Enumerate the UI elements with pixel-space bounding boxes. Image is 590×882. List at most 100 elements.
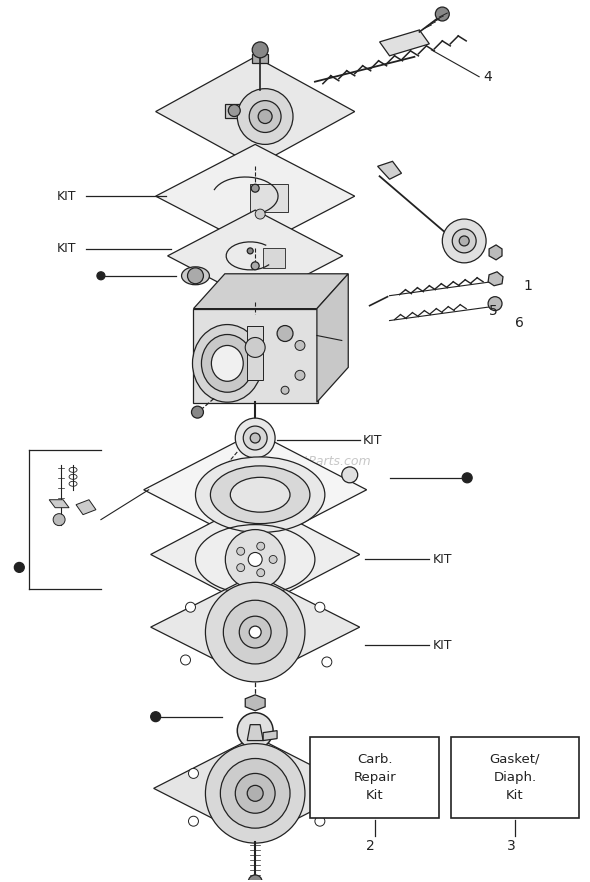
Text: KIT: KIT: [432, 639, 452, 652]
Polygon shape: [245, 695, 265, 711]
Polygon shape: [263, 730, 277, 741]
Circle shape: [237, 89, 293, 145]
Circle shape: [225, 529, 285, 589]
Polygon shape: [153, 736, 357, 841]
Ellipse shape: [192, 325, 262, 402]
Circle shape: [235, 774, 275, 813]
Circle shape: [150, 712, 160, 721]
Text: 1: 1: [524, 279, 533, 293]
Text: Gasket/
Diaph.
Kit: Gasket/ Diaph. Kit: [490, 753, 540, 802]
Text: eReplacementParts.com: eReplacementParts.com: [219, 455, 371, 468]
Circle shape: [453, 229, 476, 253]
Circle shape: [228, 105, 240, 116]
Text: 3: 3: [507, 839, 515, 853]
Ellipse shape: [246, 697, 264, 709]
Circle shape: [188, 268, 204, 284]
Circle shape: [257, 542, 265, 550]
Circle shape: [185, 602, 195, 612]
Ellipse shape: [182, 267, 209, 285]
Polygon shape: [488, 272, 503, 286]
Circle shape: [250, 433, 260, 443]
Circle shape: [237, 564, 245, 572]
Text: KIT: KIT: [57, 190, 77, 203]
Circle shape: [243, 426, 267, 450]
Circle shape: [235, 418, 275, 458]
Bar: [263, 248, 285, 268]
Circle shape: [322, 657, 332, 667]
Circle shape: [188, 816, 198, 826]
Polygon shape: [168, 210, 343, 302]
Circle shape: [295, 340, 305, 350]
Circle shape: [248, 552, 262, 566]
Polygon shape: [378, 161, 402, 179]
Circle shape: [181, 655, 191, 665]
Circle shape: [14, 563, 24, 572]
Circle shape: [224, 601, 287, 664]
Bar: [310, 736, 440, 818]
Text: 6: 6: [515, 316, 524, 330]
Circle shape: [205, 744, 305, 843]
Circle shape: [312, 768, 322, 779]
Ellipse shape: [201, 334, 253, 392]
Circle shape: [342, 467, 358, 482]
Text: KIT: KIT: [432, 553, 452, 566]
Circle shape: [192, 407, 204, 418]
Bar: [225, 103, 243, 117]
Polygon shape: [194, 273, 348, 309]
Circle shape: [252, 41, 268, 58]
Circle shape: [205, 582, 305, 682]
Circle shape: [97, 272, 105, 280]
Polygon shape: [156, 145, 355, 248]
Circle shape: [251, 184, 259, 192]
Text: Carb.
Repair
Kit: Carb. Repair Kit: [353, 753, 396, 802]
Circle shape: [237, 547, 245, 556]
Circle shape: [281, 386, 289, 394]
Bar: [250, 184, 288, 212]
Polygon shape: [49, 500, 69, 508]
Circle shape: [53, 513, 65, 526]
Circle shape: [315, 816, 325, 826]
Text: 5: 5: [489, 303, 498, 318]
Circle shape: [188, 768, 198, 779]
Circle shape: [249, 626, 261, 638]
Bar: [252, 54, 268, 63]
Circle shape: [277, 325, 293, 341]
Circle shape: [459, 236, 469, 246]
Circle shape: [315, 602, 325, 612]
Circle shape: [245, 338, 265, 357]
Polygon shape: [150, 500, 360, 609]
Bar: [247, 325, 263, 380]
Circle shape: [247, 248, 253, 254]
Circle shape: [257, 569, 265, 577]
Ellipse shape: [211, 466, 310, 524]
Text: 4: 4: [483, 70, 492, 84]
Circle shape: [247, 785, 263, 801]
Polygon shape: [76, 500, 96, 515]
Text: KIT: KIT: [57, 243, 77, 256]
Circle shape: [295, 370, 305, 380]
Circle shape: [442, 219, 486, 263]
Polygon shape: [379, 30, 430, 56]
Circle shape: [435, 7, 449, 21]
Bar: [194, 309, 318, 403]
Bar: [451, 736, 579, 818]
Circle shape: [249, 101, 281, 132]
Circle shape: [258, 109, 272, 123]
Circle shape: [251, 262, 259, 270]
Circle shape: [248, 875, 262, 882]
Polygon shape: [489, 245, 502, 260]
Polygon shape: [156, 56, 355, 167]
Text: KIT: KIT: [363, 434, 382, 446]
Polygon shape: [144, 432, 366, 548]
Polygon shape: [150, 574, 360, 680]
Circle shape: [240, 617, 271, 648]
Ellipse shape: [211, 346, 243, 381]
Circle shape: [217, 465, 227, 475]
Circle shape: [488, 296, 502, 310]
Circle shape: [255, 209, 265, 219]
Circle shape: [220, 759, 290, 828]
Ellipse shape: [195, 457, 325, 533]
Circle shape: [462, 473, 472, 482]
Circle shape: [269, 556, 277, 564]
Circle shape: [237, 713, 273, 749]
